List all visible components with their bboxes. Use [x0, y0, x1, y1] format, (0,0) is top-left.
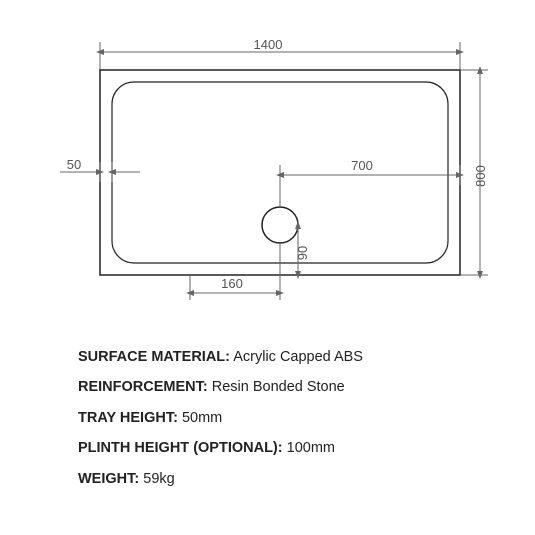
spec-value: 59kg: [143, 471, 174, 487]
dim-inner-700: 700: [351, 158, 373, 173]
spec-value: 100mm: [287, 440, 335, 456]
spec-label: TRAY HEIGHT:: [78, 410, 178, 426]
dim-right-height: 800: [473, 165, 488, 187]
dim-top-width: 1400: [254, 37, 283, 52]
spec-value: 50mm: [182, 410, 222, 426]
spec-row: REINFORCEMENT: Resin Bonded Stone: [78, 372, 363, 402]
dim-inner-90: 90: [295, 246, 310, 260]
drain-circle: [262, 207, 298, 243]
spec-label: PLINTH HEIGHT (OPTIONAL):: [78, 440, 283, 456]
drawing-svg: 1400 800 50 700 160 90: [40, 30, 500, 310]
spec-row: PLINTH HEIGHT (OPTIONAL): 100mm: [78, 433, 363, 463]
spec-row: TRAY HEIGHT: 50mm: [78, 403, 363, 433]
spec-row: SURFACE MATERIAL: Acrylic Capped ABS: [78, 342, 363, 372]
spec-row: WEIGHT: 59kg: [78, 464, 363, 494]
spec-label: REINFORCEMENT:: [78, 379, 208, 395]
dim-left-gap: 50: [67, 157, 81, 172]
spec-value: Resin Bonded Stone: [212, 379, 345, 395]
technical-drawing: 1400 800 50 700 160 90: [40, 30, 500, 310]
spec-label: SURFACE MATERIAL:: [78, 349, 230, 365]
spec-value: Acrylic Capped ABS: [233, 349, 363, 365]
spec-list: SURFACE MATERIAL: Acrylic Capped ABS REI…: [78, 342, 363, 494]
dim-inner-160: 160: [221, 276, 243, 291]
spec-label: WEIGHT:: [78, 471, 139, 487]
